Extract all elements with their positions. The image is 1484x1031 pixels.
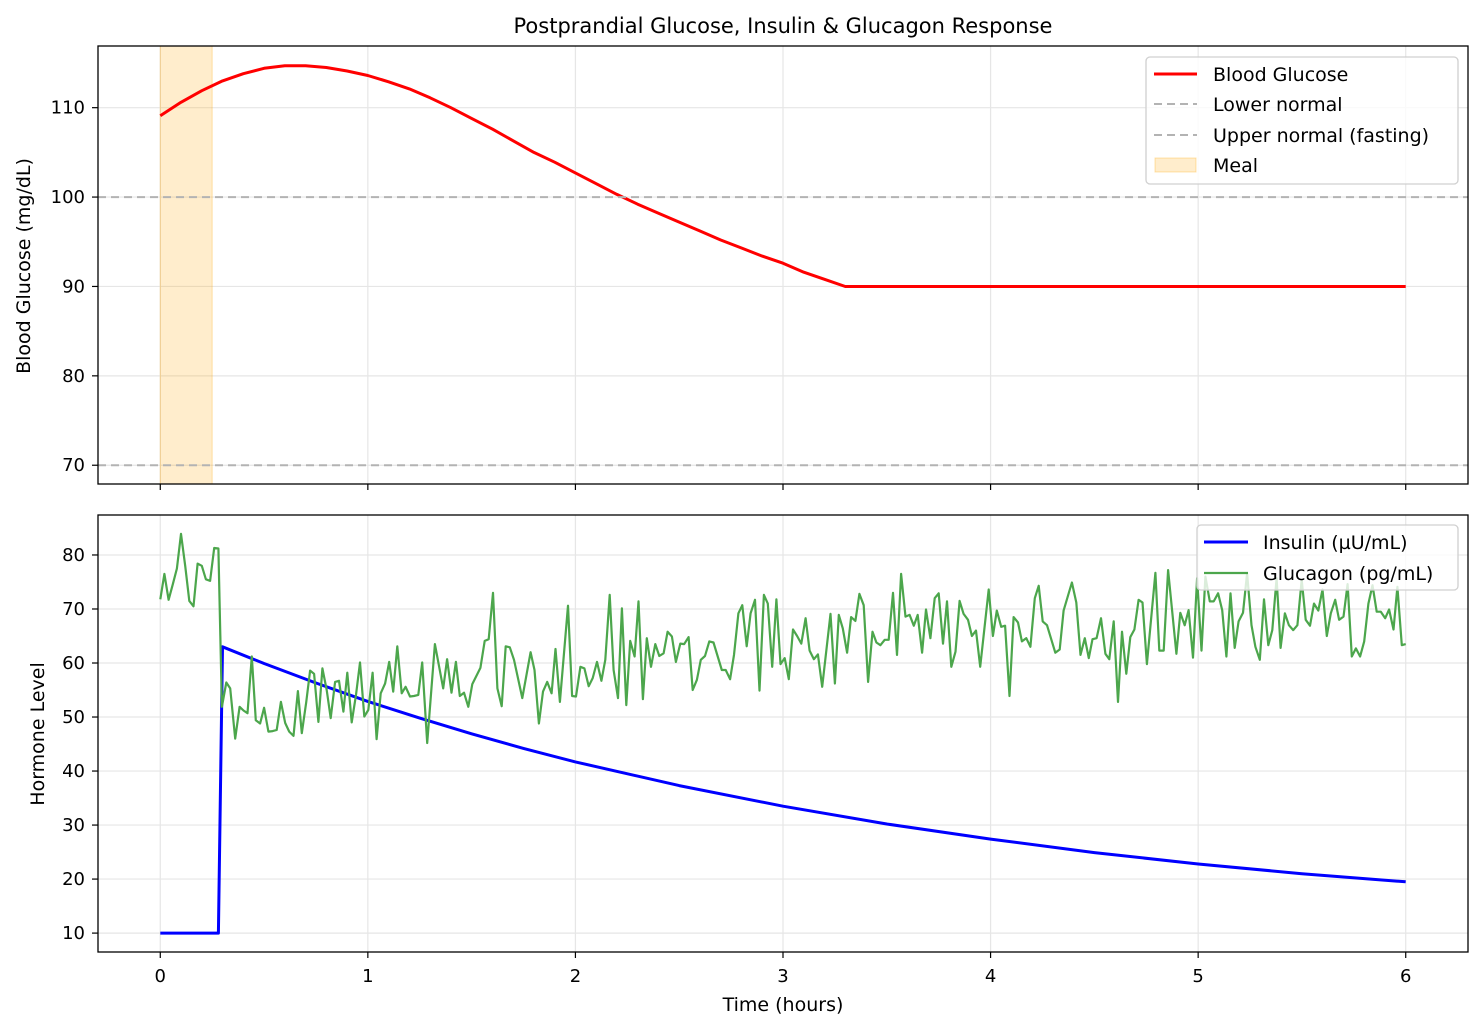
hormone-y-axis-label: Hormone Level bbox=[27, 662, 49, 805]
x-tick-label: 1 bbox=[362, 966, 373, 987]
series-blood-glucose bbox=[159, 64, 1406, 288]
x-tick-label: 5 bbox=[1192, 966, 1203, 987]
x-tick-label: 4 bbox=[985, 966, 996, 987]
hormone-legend: Insulin (µU/mL) Glucagon (pg/mL) bbox=[1196, 524, 1459, 591]
span-meal bbox=[159, 45, 213, 485]
y-tick-label: 100 bbox=[51, 187, 85, 208]
y-tick-label: 90 bbox=[62, 276, 85, 297]
x-tick-label: 2 bbox=[570, 966, 581, 987]
y-tick-label: 30 bbox=[62, 815, 85, 836]
y-tick-label: 80 bbox=[62, 366, 85, 387]
legend-label-insulin: Insulin (µU/mL) bbox=[1263, 532, 1408, 554]
legend-swatch-meal bbox=[1154, 157, 1197, 173]
y-tick-label: 20 bbox=[62, 869, 85, 890]
y-tick-label: 40 bbox=[62, 761, 85, 782]
legend-label-meal: Meal bbox=[1213, 155, 1258, 177]
glucose-legend: Blood Glucose Lower normal Upper normal … bbox=[1145, 56, 1459, 185]
y-tick-label: 80 bbox=[62, 545, 85, 566]
legend-label-lower-normal: Lower normal bbox=[1213, 94, 1343, 116]
y-tick-label: 70 bbox=[62, 599, 85, 620]
y-tick-label: 10 bbox=[62, 923, 85, 944]
x-tick-label: 6 bbox=[1400, 966, 1411, 987]
legend-label-glucagon: Glucagon (pg/mL) bbox=[1263, 563, 1433, 585]
y-tick-label: 50 bbox=[62, 707, 85, 728]
glucose-y-axis-label: Blood Glucose (mg/dL) bbox=[13, 158, 35, 374]
x-tick-label: 0 bbox=[155, 966, 166, 987]
chart-title: Postprandial Glucose, Insulin & Glucagon… bbox=[514, 14, 1053, 38]
y-tick-label: 110 bbox=[51, 98, 85, 119]
legend-label-blood-glucose: Blood Glucose bbox=[1213, 64, 1348, 86]
x-tick-label: 3 bbox=[777, 966, 788, 987]
x-axis-label: Time (hours) bbox=[722, 994, 844, 1016]
y-tick-label: 70 bbox=[62, 455, 85, 476]
series-insulin-u-ml bbox=[160, 645, 1406, 935]
legend-label-upper-normal: Upper normal (fasting) bbox=[1213, 125, 1429, 147]
y-tick-label: 60 bbox=[62, 653, 85, 674]
